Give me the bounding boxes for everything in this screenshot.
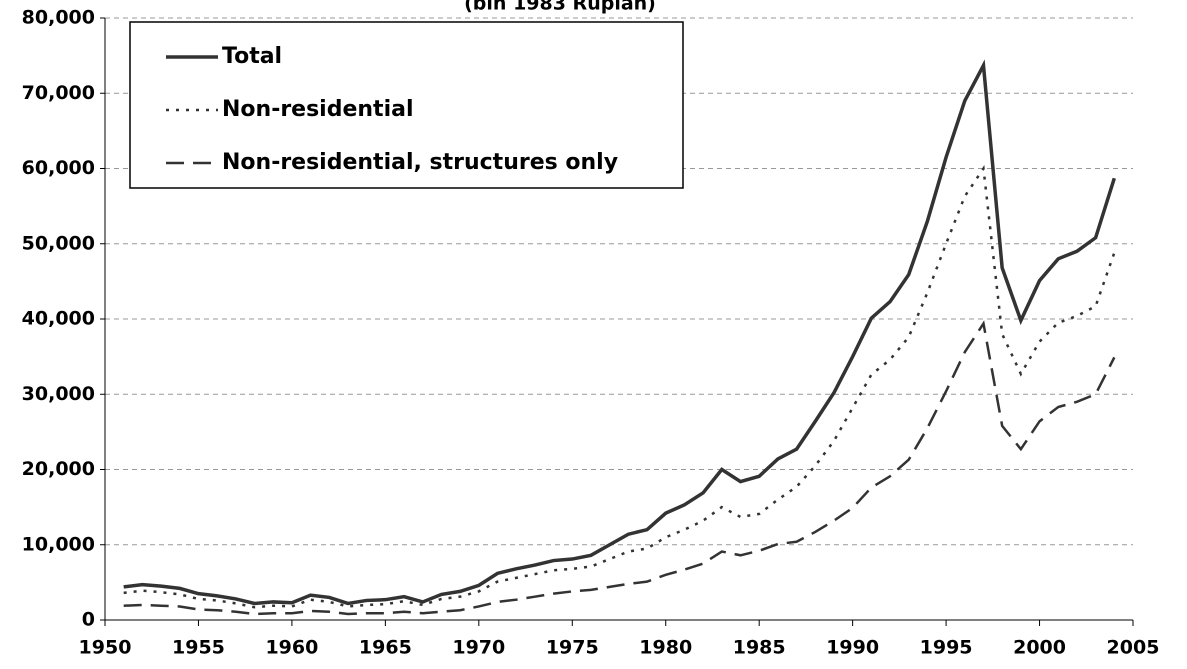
- x-tick-label: 1980: [639, 637, 692, 659]
- line-series: [123, 59, 1116, 606]
- line-series: [123, 320, 1116, 616]
- x-tick-label: 1990: [826, 637, 879, 659]
- legend-label: Non-residential: [222, 97, 414, 122]
- chart-title: (bln 1983 Rupiah): [464, 0, 656, 15]
- x-tick-label: 2000: [1013, 637, 1066, 659]
- y-tick-label: 80,000: [22, 7, 95, 29]
- y-tick-label: 50,000: [22, 232, 95, 254]
- y-tick-label: 60,000: [22, 157, 95, 179]
- legend-label: Total: [222, 44, 282, 69]
- x-tick-label: 1955: [172, 637, 225, 659]
- y-tick-label: 70,000: [22, 82, 95, 104]
- x-tick-label: 2005: [1107, 637, 1160, 659]
- legend-label: Non-residential, structures only: [222, 150, 618, 175]
- x-tick-label: 1960: [265, 637, 318, 659]
- y-tick-label: 0: [82, 609, 95, 631]
- y-tick-label: 20,000: [22, 458, 95, 480]
- legend-box: [129, 21, 684, 189]
- x-tick-label: 1950: [79, 637, 132, 659]
- x-tick-label: 1995: [920, 637, 973, 659]
- y-tick-label: 10,000: [22, 533, 95, 555]
- x-tick-label: 1975: [546, 637, 599, 659]
- y-tick-label: 40,000: [22, 308, 95, 330]
- x-tick-label: 1965: [359, 637, 412, 659]
- y-tick-label: 30,000: [22, 383, 95, 405]
- x-tick-label: 1970: [452, 637, 505, 659]
- x-tick-label: 1985: [733, 637, 786, 659]
